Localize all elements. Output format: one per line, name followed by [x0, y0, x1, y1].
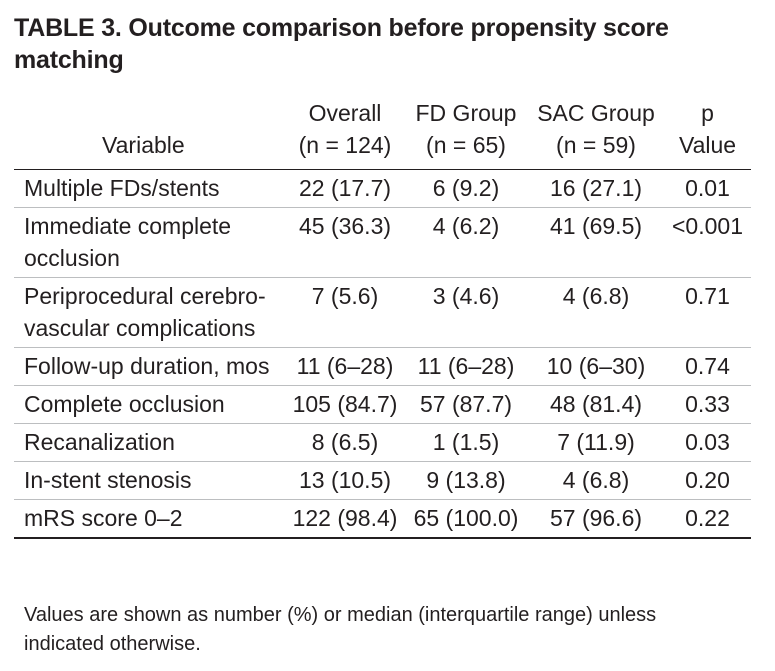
table-row: Recanalization 8 (6.5) 1 (1.5) 7 (11.9) …: [14, 423, 751, 462]
cell-sac-group: 48 (81.4): [528, 385, 664, 424]
row-variable: Multiple FDs/stents: [14, 169, 286, 208]
header-row: Variable Overall (n = 124) FD Group (n =…: [14, 91, 751, 170]
column-header-overall: Overall (n = 124): [286, 91, 404, 170]
cell-overall: 45 (36.3): [286, 207, 404, 278]
cell-fd-group: 6 (9.2): [404, 169, 528, 208]
table-row: Multiple FDs/stents 22 (17.7) 6 (9.2) 16…: [14, 169, 751, 208]
cell-p-value: 0.03: [664, 423, 751, 462]
cell-p-value: 0.33: [664, 385, 751, 424]
cell-sac-group: 4 (6.8): [528, 277, 664, 348]
row-variable: Periprocedural cerebro-vascular complica…: [14, 277, 286, 348]
column-header-sac-group: SAC Group (n = 59): [528, 91, 664, 170]
cell-fd-group: 65 (100.0): [404, 499, 528, 539]
cell-sac-group: 7 (11.9): [528, 423, 664, 462]
cell-sac-group: 4 (6.8): [528, 461, 664, 500]
cell-overall: 11 (6–28): [286, 347, 404, 386]
cell-sac-group: 10 (6–30): [528, 347, 664, 386]
row-variable: Complete occlusion: [14, 385, 286, 424]
cell-overall: 22 (17.7): [286, 169, 404, 208]
outcome-table: Variable Overall (n = 124) FD Group (n =…: [14, 91, 751, 539]
row-variable: Follow-up duration, mos: [14, 347, 286, 386]
cell-sac-group: 41 (69.5): [528, 207, 664, 278]
cell-overall: 8 (6.5): [286, 423, 404, 462]
row-variable: mRS score 0–2: [14, 499, 286, 539]
cell-fd-group: 4 (6.2): [404, 207, 528, 278]
cell-fd-group: 11 (6–28): [404, 347, 528, 386]
row-variable: Immediate complete occlusion: [14, 207, 286, 278]
row-variable: In-stent stenosis: [14, 461, 286, 500]
table-row: Follow-up duration, mos 11 (6–28) 11 (6–…: [14, 347, 751, 386]
table-row: mRS score 0–2 122 (98.4) 65 (100.0) 57 (…: [14, 499, 751, 539]
table-row: Complete occlusion 105 (84.7) 57 (87.7) …: [14, 385, 751, 424]
cell-fd-group: 57 (87.7): [404, 385, 528, 424]
cell-fd-group: 3 (4.6): [404, 277, 528, 348]
cell-fd-group: 1 (1.5): [404, 423, 528, 462]
cell-overall: 13 (10.5): [286, 461, 404, 500]
table-row: Immediate complete occlusion 45 (36.3) 4…: [14, 207, 751, 278]
table-title: TABLE 3. Outcome comparison before prope…: [14, 14, 669, 74]
table-row: Periprocedural cerebro-vascular complica…: [14, 277, 751, 348]
column-header-p-value: p Value: [664, 91, 751, 170]
cell-overall: 122 (98.4): [286, 499, 404, 539]
cell-overall: 105 (84.7): [286, 385, 404, 424]
row-variable: Recanalization: [14, 423, 286, 462]
column-header-variable: Variable: [14, 91, 286, 170]
table-row: In-stent stenosis 13 (10.5) 9 (13.8) 4 (…: [14, 461, 751, 500]
cell-sac-group: 16 (27.1): [528, 169, 664, 208]
cell-p-value: 0.01: [664, 169, 751, 208]
column-header-fd-group: FD Group (n = 65): [404, 91, 528, 170]
table-footnote: Values are shown as number (%) or median…: [24, 604, 657, 655]
cell-overall: 7 (5.6): [286, 277, 404, 348]
cell-p-value: 0.20: [664, 461, 751, 500]
cell-p-value: 0.71: [664, 277, 751, 348]
cell-sac-group: 57 (96.6): [528, 499, 664, 539]
cell-fd-group: 9 (13.8): [404, 461, 528, 500]
cell-p-value: 0.74: [664, 347, 751, 386]
cell-p-value: <0.001: [664, 207, 751, 278]
cell-p-value: 0.22: [664, 499, 751, 539]
